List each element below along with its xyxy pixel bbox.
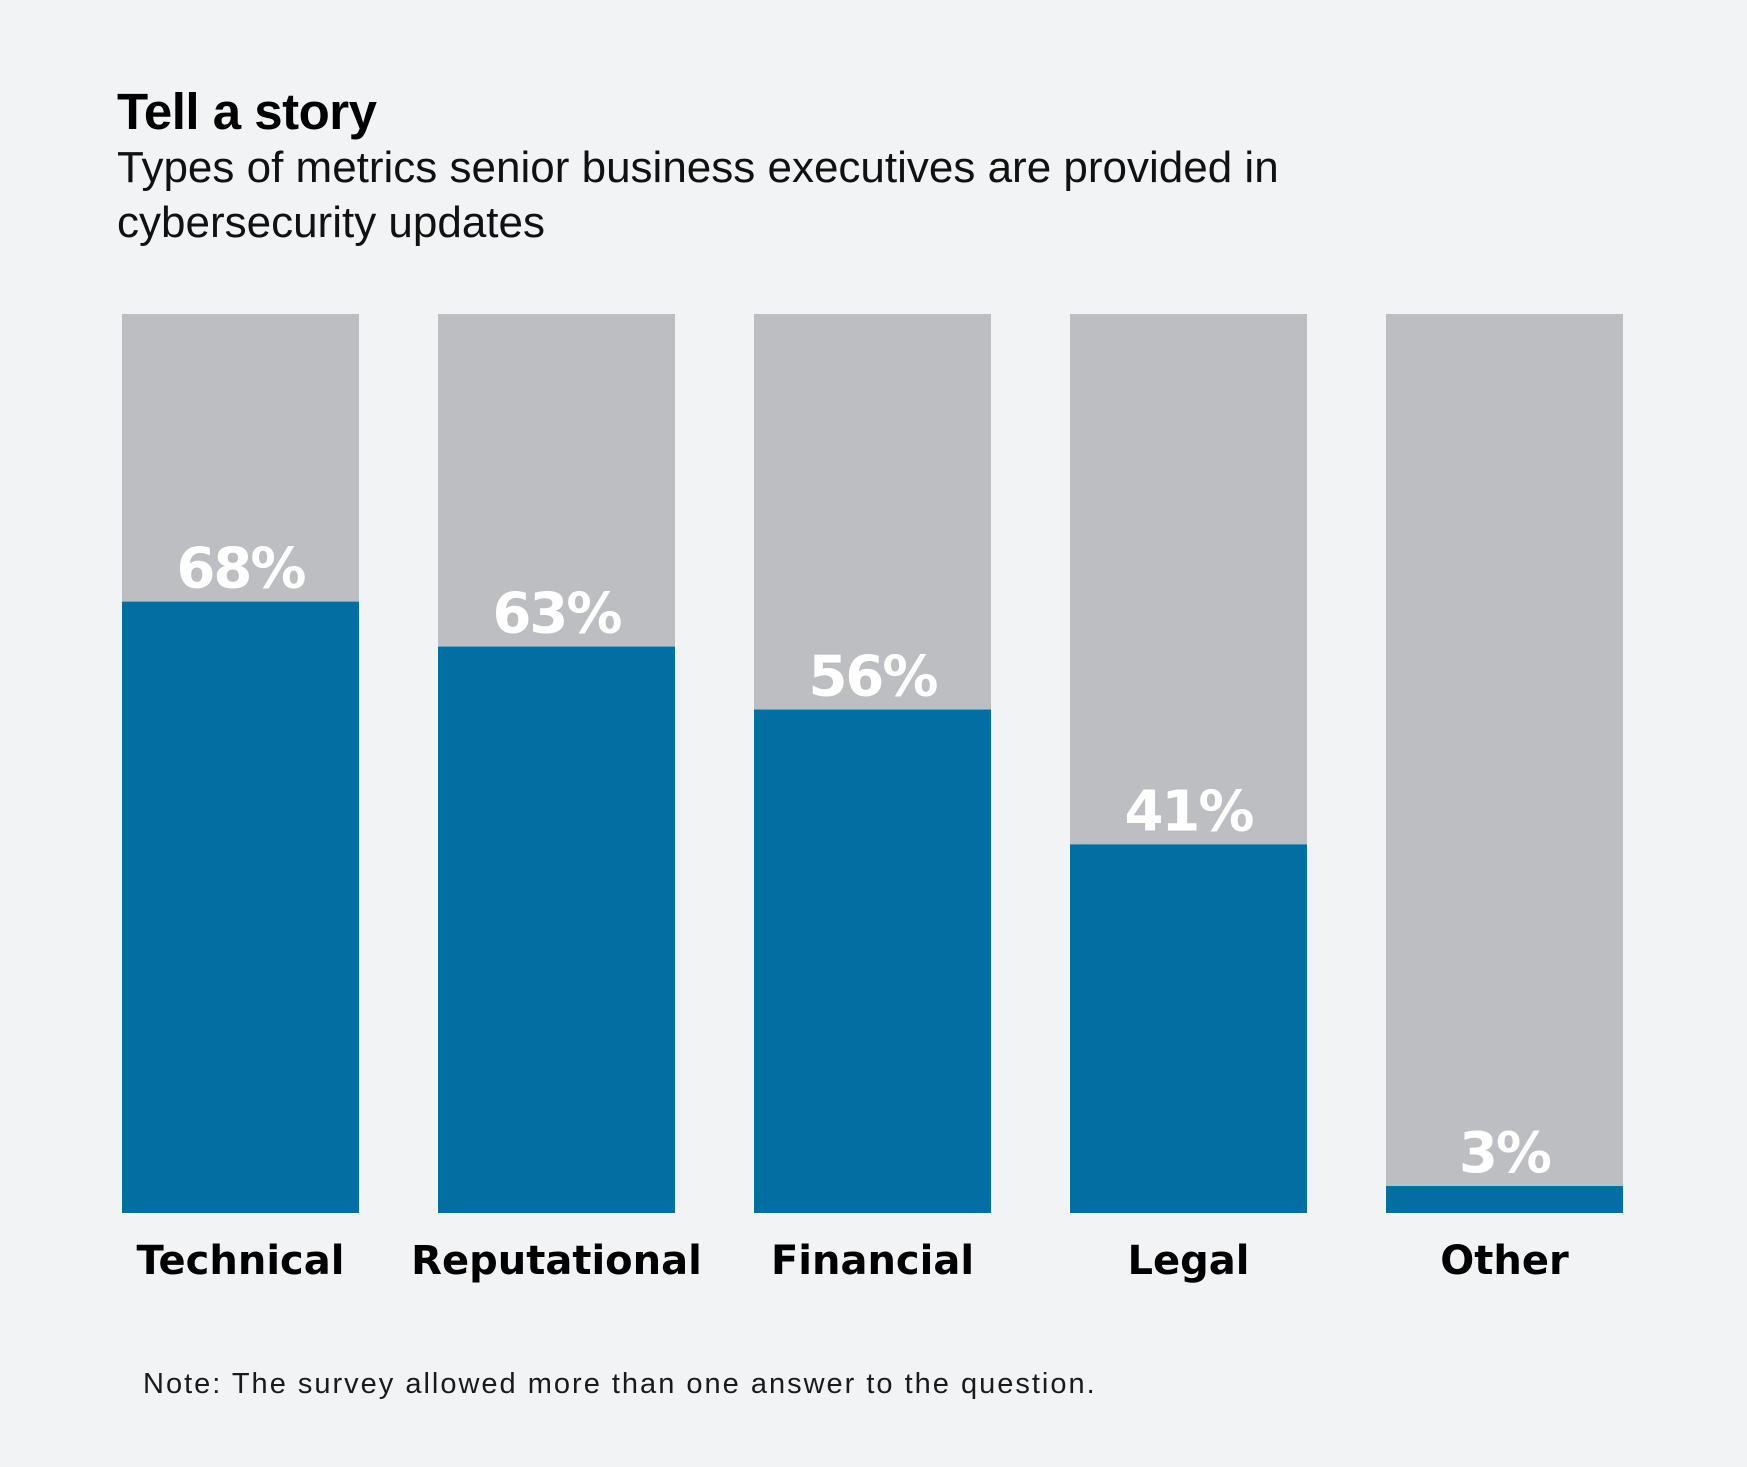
chart-subtitle: Types of metrics senior business executi… [117,143,1279,247]
value-label-reputational: 63% [492,582,621,647]
category-label-financial: Financial [771,1238,974,1284]
bar-reputational [438,646,675,1213]
category-label-reputational: Reputational [411,1238,702,1284]
chart-title: Tell a story [117,83,377,140]
bar-track-other [1386,314,1623,1213]
bar-group-technical: 68% Technical [122,314,359,1284]
footnote: Note: The survey allowed more than one a… [143,1368,1097,1400]
bar-other [1386,1186,1623,1213]
bar-financial [754,709,991,1213]
category-label-other: Other [1440,1238,1569,1284]
bar-group-reputational: 63% Reputational [411,314,702,1284]
bar-legal [1070,844,1307,1213]
value-label-legal: 41% [1124,779,1253,844]
bar-group-legal: 41% Legal [1070,314,1307,1284]
value-label-financial: 56% [808,645,937,710]
category-label-technical: Technical [137,1238,345,1284]
bar-technical [122,601,359,1213]
bar-group-financial: 56% Financial [754,314,991,1284]
category-label-legal: Legal [1128,1238,1250,1284]
value-label-other: 3% [1459,1121,1551,1186]
value-label-technical: 68% [176,537,305,602]
bar-group-other: 3% Other [1386,314,1623,1284]
